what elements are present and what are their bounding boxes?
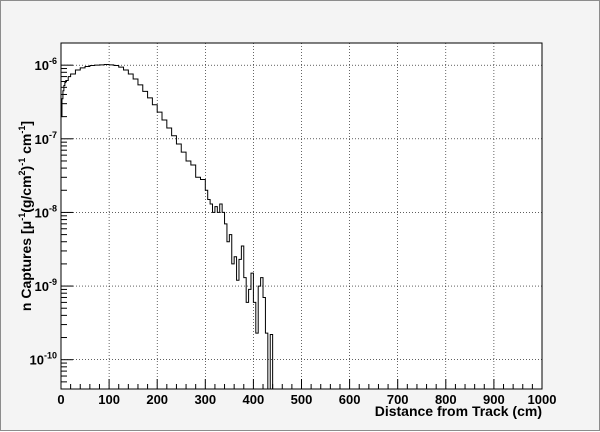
x-tick-label: 900 [483, 392, 505, 407]
y-tick-label: 10-9 [35, 277, 57, 294]
y-tick-label: 10-10 [30, 351, 57, 368]
x-tick-label: 1000 [528, 392, 557, 407]
x-axis-title: Distance from Track (cm) [375, 403, 542, 419]
y-axis-title: n Captures [μ-1(g/cm2)-1 cm-1] [17, 121, 34, 311]
x-tick-label: 200 [146, 392, 168, 407]
x-ticks: 0 100 200 300 400 500 600 700 800 900 1000 [57, 379, 556, 407]
series-line [60, 64, 274, 390]
x-tick-label: 800 [435, 392, 457, 407]
x-tick-label: 700 [387, 392, 409, 407]
x-tick-label: 100 [98, 392, 120, 407]
x-tick-label: 0 [57, 392, 64, 407]
plot-frame [60, 42, 543, 390]
y-tick-label: 10-6 [35, 56, 57, 73]
y-tick-label: 10-7 [35, 130, 57, 147]
y-ticks: 10-6 10-7 10-8 10-9 10-10 [30, 42, 73, 390]
x-tick-label: 500 [291, 392, 313, 407]
x-tick-label: 400 [243, 392, 265, 407]
x-tick-label: 300 [194, 392, 216, 407]
y-tick-label: 10-8 [35, 203, 57, 220]
x-tick-label: 600 [339, 392, 361, 407]
gridlines [61, 43, 542, 389]
